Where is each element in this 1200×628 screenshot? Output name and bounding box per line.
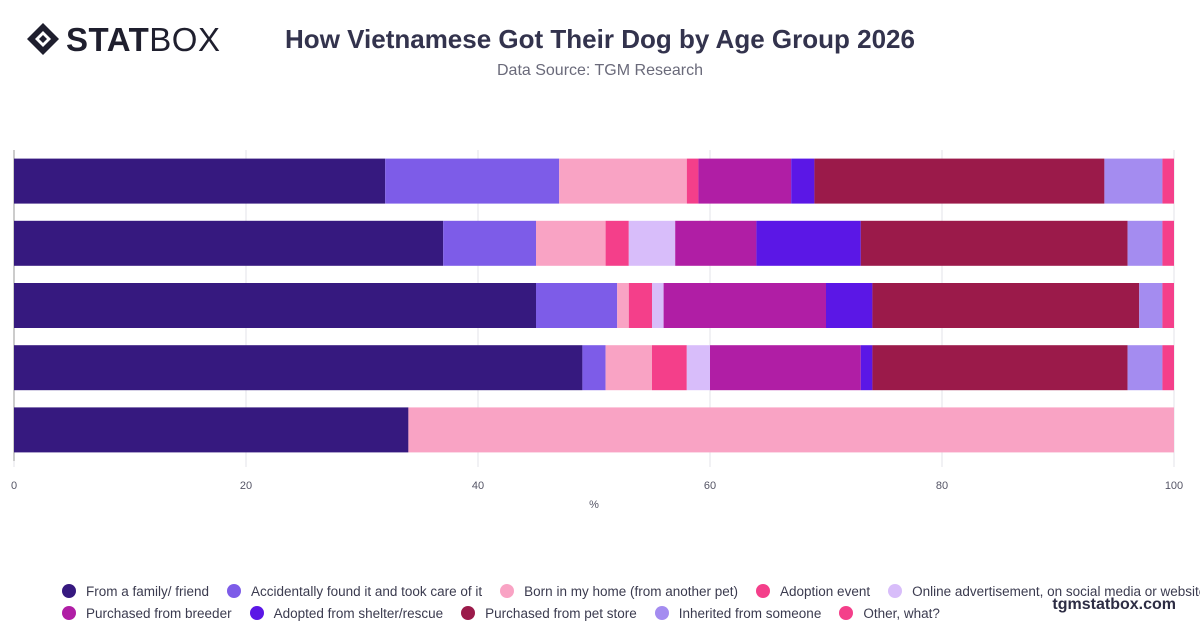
bar-segment [443, 220, 536, 266]
legend-swatch [839, 606, 854, 620]
bar-segment [1139, 283, 1163, 328]
bar-segment [1162, 158, 1174, 204]
bar-segment [814, 158, 1105, 204]
x-tick-label: 100 [1165, 480, 1183, 492]
x-axis-label: % [589, 499, 599, 511]
bar-segment [663, 283, 826, 328]
x-tick-label: 80 [936, 480, 948, 492]
legend-swatch [461, 606, 476, 620]
bar-segment [628, 283, 652, 328]
bar-segment [1162, 283, 1174, 328]
stacked-bar-chart: 0 20 40 60 80 100% [11, 150, 1183, 511]
bar-segment [628, 220, 676, 266]
bar-segment [617, 283, 629, 328]
legend-item[interactable]: Other, what? [839, 606, 940, 621]
bar-segment [582, 345, 606, 391]
legend-swatch [500, 584, 515, 598]
bar-segment [408, 407, 1174, 453]
bar-segment [710, 345, 861, 391]
bar-segment [652, 345, 687, 391]
bar-segment [860, 345, 873, 391]
bar-segment [860, 220, 1128, 266]
bar-segment [536, 283, 618, 328]
bar-segment [536, 220, 606, 266]
bar-segment [652, 283, 664, 328]
bar-segment [559, 158, 687, 204]
legend-item[interactable]: Purchased from breeder [62, 606, 232, 621]
legend-label: Online advertisement, on social media or… [912, 583, 1200, 599]
bar-segment [14, 283, 536, 328]
bar-segment [605, 345, 652, 391]
legend-label: Adopted from shelter/rescue [273, 605, 444, 621]
bar-segment [14, 407, 409, 453]
bar-segment [14, 345, 583, 391]
bar-segment [14, 220, 444, 266]
bar-segment [14, 158, 386, 204]
legend-item[interactable]: From a family/ friend [62, 584, 209, 599]
legend-row: From a family/ friend Accidentally found … [62, 580, 1200, 602]
x-tick-label: 60 [704, 480, 716, 492]
x-tick-label: 20 [240, 480, 252, 492]
legend-item[interactable]: Adoption event [756, 584, 870, 599]
legend-swatch [756, 584, 771, 598]
bar-segment [872, 345, 1128, 391]
bar-segment [872, 283, 1140, 328]
bar-segment [826, 283, 873, 328]
bar-segment [1162, 220, 1174, 266]
x-tick-label: 40 [472, 480, 484, 492]
legend-item[interactable]: Born in my home (from another pet) [500, 584, 738, 599]
bar-segment [698, 158, 792, 204]
x-tick-label: 0 [11, 480, 17, 492]
bar-segment [1127, 345, 1163, 391]
legend-label: Purchased from pet store [485, 605, 637, 621]
legend-label: Born in my home (from another pet) [524, 583, 739, 599]
bar-segment [686, 158, 699, 204]
bar-segment [605, 220, 629, 266]
legend-label: Inherited from someone [678, 605, 822, 621]
legend-row: Purchased from breeder Adopted from shelt… [62, 602, 1162, 624]
legend-swatch [62, 606, 76, 620]
legend-item[interactable]: Accidentally found it and took care of i… [227, 584, 482, 599]
brand-url[interactable]: tgmstatbox.com [1052, 596, 1176, 613]
legend-swatch [249, 606, 264, 620]
chart-legend: From a family/ friend Accidentally found … [62, 580, 1200, 624]
statbox-logo: STATBOX [26, 22, 220, 56]
legend-swatch [62, 584, 76, 598]
bar-segment [385, 158, 560, 204]
statbox-diamond-icon [27, 23, 59, 55]
legend-label: Accidentally found it and took care of i… [251, 583, 483, 599]
bar-segment [756, 220, 861, 266]
legend-item[interactable]: Online advertisement, on social media or… [888, 584, 1200, 599]
legend-label: Other, what? [863, 605, 940, 621]
logo-wordmark: STATBOX [66, 20, 221, 58]
legend-swatch [654, 606, 669, 620]
bar-segment [675, 220, 757, 266]
bar-segment [1104, 158, 1163, 204]
chart-subtitle: Data Source: TGM Research [496, 62, 703, 79]
bar-segment [1127, 220, 1163, 266]
legend-label: Purchased from breeder [86, 605, 232, 621]
legend-item[interactable]: Purchased from pet store [461, 606, 637, 621]
legend-swatch [227, 584, 242, 598]
legend-item[interactable]: Adopted from shelter/rescue [249, 605, 444, 621]
chart-title: How Vietnamese Got Their Dog by Age Grou… [285, 24, 915, 54]
legend-item[interactable]: Inherited from someone [654, 605, 822, 621]
legend-label: Adoption event [780, 583, 871, 599]
bar-segment [1162, 345, 1174, 391]
legend-label: From a family/ friend [86, 583, 210, 599]
bar-segment [686, 345, 710, 391]
legend-swatch [888, 584, 903, 598]
bar-segment [791, 158, 815, 204]
